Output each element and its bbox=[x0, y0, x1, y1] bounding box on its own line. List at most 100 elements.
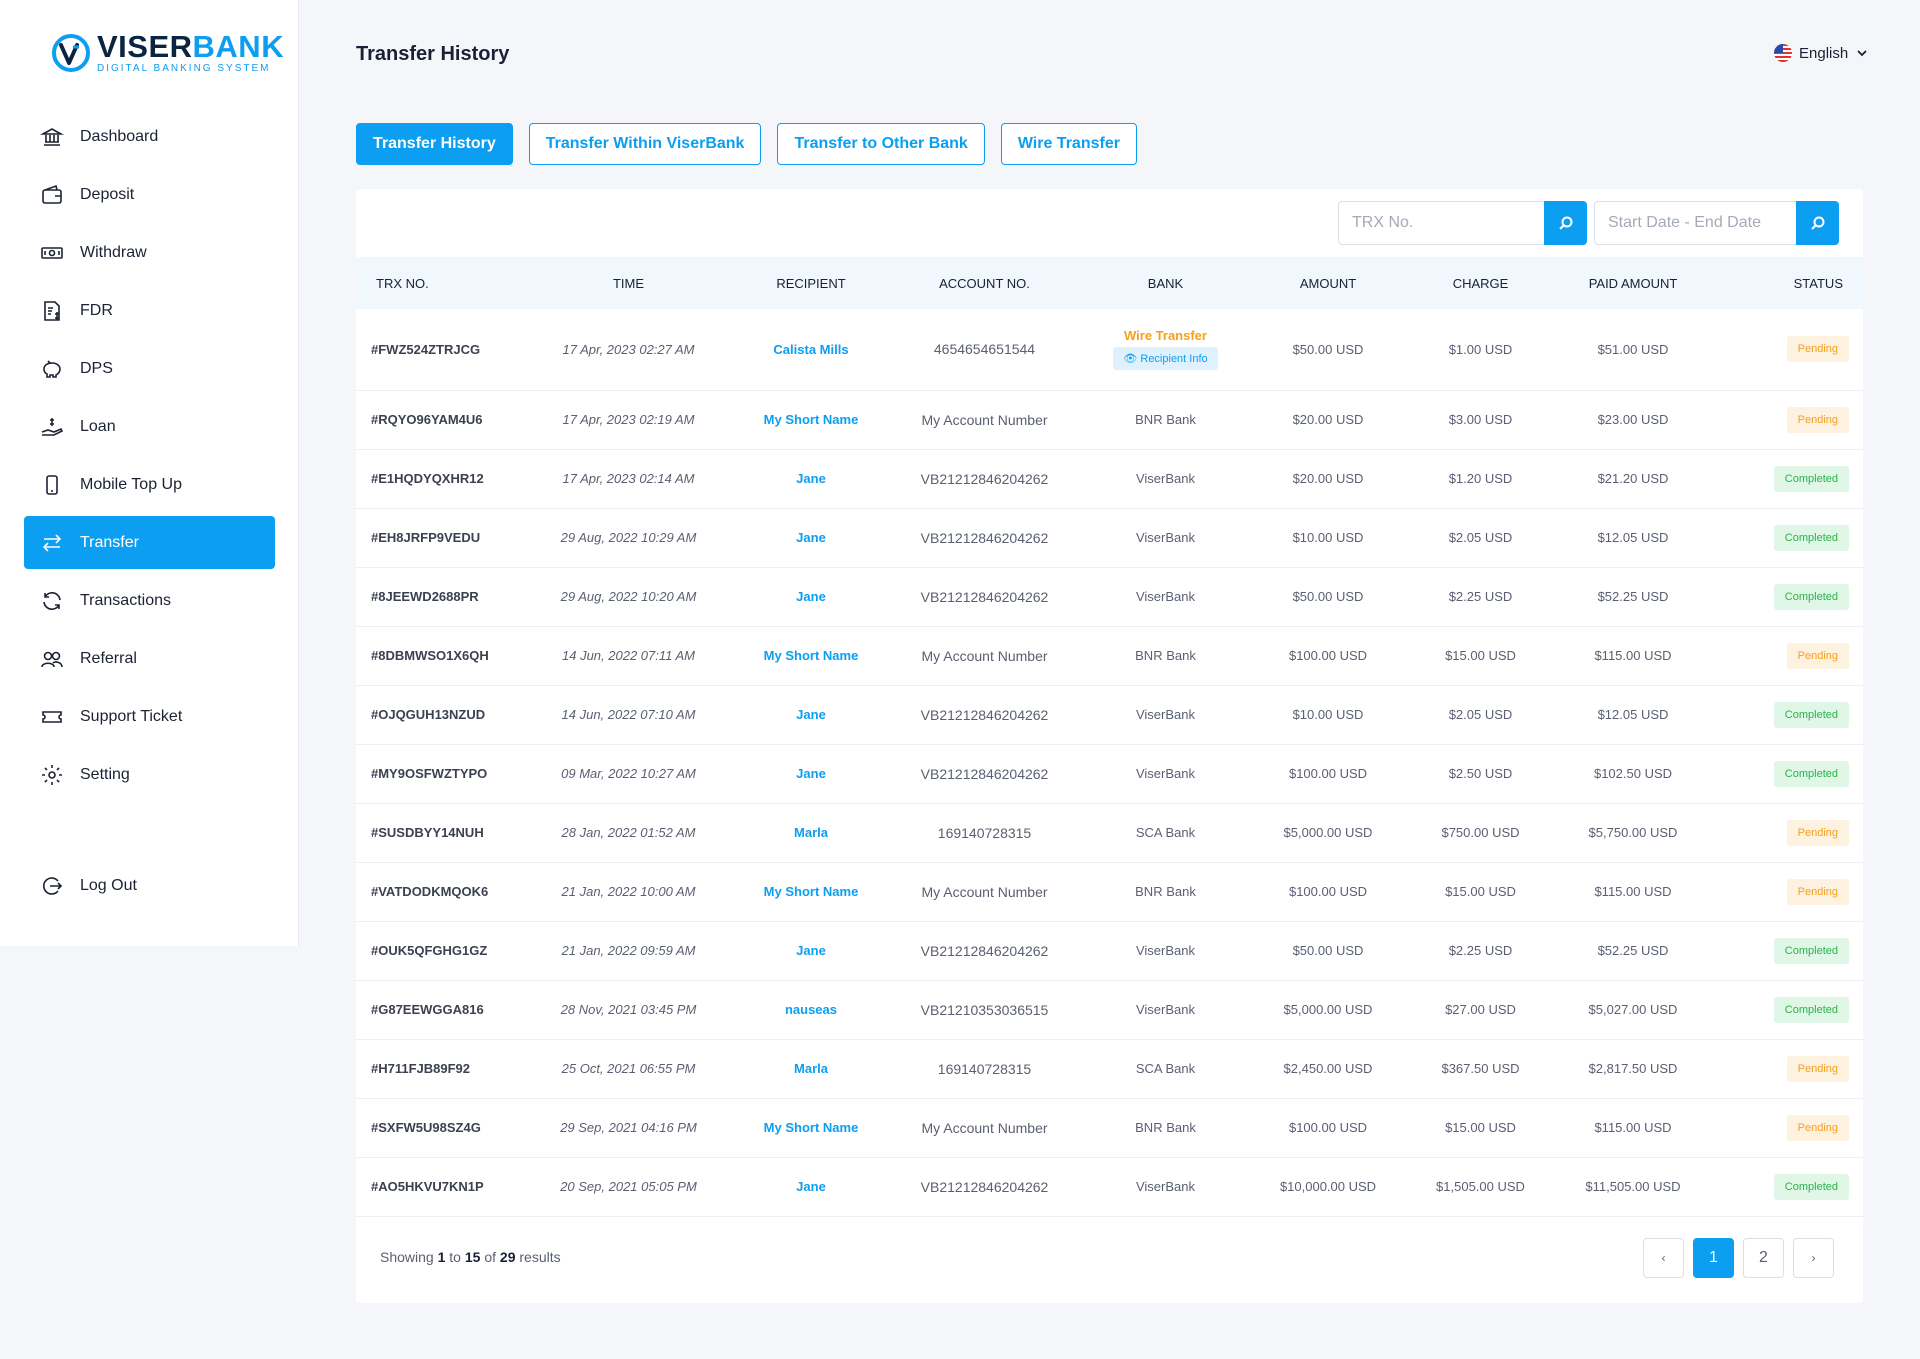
tab-transfer-within-viserbank[interactable]: Transfer Within ViserBank bbox=[528, 123, 762, 165]
table-row: #8JEEWD2688PR 29 Aug, 2022 10:20 AM Jane… bbox=[356, 567, 1863, 627]
recipient-name[interactable]: nauseas bbox=[721, 980, 901, 1040]
trx-search-button[interactable] bbox=[1544, 201, 1587, 245]
tab-wire-transfer[interactable]: Wire Transfer bbox=[1000, 123, 1137, 165]
transfer-time: 20 Sep, 2021 05:05 PM bbox=[536, 1157, 721, 1217]
transfer-time: 28 Jan, 2022 01:52 AM bbox=[536, 803, 721, 863]
paid-amount: $51.00 USD bbox=[1568, 309, 1698, 391]
charge: $15.00 USD bbox=[1393, 626, 1568, 686]
recipient-name[interactable]: Marla bbox=[721, 1039, 901, 1099]
tab-transfer-history[interactable]: Transfer History bbox=[356, 123, 513, 165]
recipient-name[interactable]: Calista Mills bbox=[721, 309, 901, 391]
sidebar-item-dashboard[interactable]: Dashboard bbox=[24, 110, 275, 163]
sidebar-item-support-ticket[interactable]: Support Ticket bbox=[24, 690, 275, 743]
table-row: #G87EEWGGA816 28 Nov, 2021 03:45 PM naus… bbox=[356, 980, 1863, 1040]
amount: $20.00 USD bbox=[1263, 390, 1393, 450]
account-number: VB21212846204262 bbox=[901, 1157, 1068, 1217]
charge: $15.00 USD bbox=[1393, 862, 1568, 922]
sidebar-item-label: Support Ticket bbox=[80, 707, 183, 725]
paid-amount: $12.05 USD bbox=[1568, 508, 1698, 568]
recipient-name[interactable]: My Short Name bbox=[721, 626, 901, 686]
recipient-name[interactable]: My Short Name bbox=[721, 1098, 901, 1158]
status-cell: Pending bbox=[1698, 862, 1863, 922]
recipient-name[interactable]: Jane bbox=[721, 1157, 901, 1217]
document-dollar-icon bbox=[44, 300, 60, 321]
logo[interactable]: VISERBANK DIGITAL BANKING SYSTEM bbox=[51, 31, 284, 74]
cash-icon bbox=[41, 246, 63, 259]
trx-number: #OUK5QFGHG1GZ bbox=[356, 921, 536, 981]
charge: $2.05 USD bbox=[1393, 685, 1568, 745]
sidebar-item-transactions[interactable]: Transactions bbox=[24, 574, 275, 627]
piggy-bank-icon bbox=[43, 359, 61, 378]
amount: $100.00 USD bbox=[1263, 626, 1393, 686]
recipient-name[interactable]: Jane bbox=[721, 449, 901, 509]
search-icon bbox=[1810, 216, 1824, 230]
amount: $100.00 USD bbox=[1263, 862, 1393, 922]
recipient-name[interactable]: My Short Name bbox=[721, 862, 901, 922]
next-page-button[interactable]: › bbox=[1793, 1238, 1834, 1278]
recipient-name[interactable]: Jane bbox=[721, 744, 901, 804]
date-range-input[interactable] bbox=[1594, 201, 1796, 245]
paid-amount: $23.00 USD bbox=[1568, 390, 1698, 450]
recipient-name[interactable]: Jane bbox=[721, 685, 901, 745]
transfer-time: 25 Oct, 2021 06:55 PM bbox=[536, 1039, 721, 1099]
recipient-name[interactable]: Jane bbox=[721, 921, 901, 981]
transfer-arrows-icon bbox=[42, 533, 62, 552]
recipient-name[interactable]: Jane bbox=[721, 508, 901, 568]
language-selector[interactable]: English bbox=[1774, 44, 1868, 62]
status-badge: Pending bbox=[1786, 1055, 1849, 1082]
transfer-time: 29 Sep, 2021 04:16 PM bbox=[536, 1098, 721, 1158]
table-row: #OJQGUH13NZUD 14 Jun, 2022 07:10 AM Jane… bbox=[356, 685, 1863, 745]
page-2-button[interactable]: 2 bbox=[1743, 1238, 1784, 1278]
bank-name: BNR Bank bbox=[1068, 390, 1263, 450]
sidebar-item-label: DPS bbox=[80, 359, 113, 377]
sidebar-item-label: Loan bbox=[80, 417, 116, 435]
status-badge: Completed bbox=[1773, 701, 1849, 728]
status-badge: Pending bbox=[1786, 406, 1849, 433]
sidebar-item-logout[interactable]: Log Out bbox=[24, 859, 275, 912]
date-search-button[interactable] bbox=[1796, 201, 1839, 245]
sidebar-item-setting[interactable]: Setting bbox=[24, 748, 275, 801]
status-cell: Pending bbox=[1698, 1039, 1863, 1099]
status-badge: Pending bbox=[1786, 336, 1849, 363]
amount: $10,000.00 USD bbox=[1263, 1157, 1393, 1217]
amount: $20.00 USD bbox=[1263, 449, 1393, 509]
status-cell: Pending bbox=[1698, 626, 1863, 686]
sidebar-item-loan[interactable]: Loan bbox=[24, 400, 275, 453]
sidebar-item-deposit[interactable]: Deposit bbox=[24, 168, 275, 221]
tab-transfer-to-other-bank[interactable]: Transfer to Other Bank bbox=[777, 123, 985, 165]
paid-amount: $115.00 USD bbox=[1568, 1098, 1698, 1158]
transfer-time: 09 Mar, 2022 10:27 AM bbox=[536, 744, 721, 804]
sidebar-item-dps[interactable]: DPS bbox=[24, 342, 275, 395]
charge: $2.50 USD bbox=[1393, 744, 1568, 804]
account-number: My Account Number bbox=[901, 862, 1068, 922]
status-badge: Completed bbox=[1773, 465, 1849, 492]
status-badge: Pending bbox=[1786, 819, 1849, 846]
transfer-table: TRX No. Time Recipient Account No. Bank … bbox=[356, 257, 1863, 1217]
bank-name: SCA Bank bbox=[1068, 803, 1263, 863]
bank-name: ViserBank bbox=[1068, 508, 1263, 568]
status-cell: Completed bbox=[1698, 1157, 1863, 1217]
trx-number: #VATDODKMQOK6 bbox=[356, 862, 536, 922]
previous-page-button[interactable]: ‹ bbox=[1643, 1238, 1684, 1278]
recipient-name[interactable]: My Short Name bbox=[721, 390, 901, 450]
sidebar-item-referral[interactable]: Referral bbox=[24, 632, 275, 685]
sidebar-item-transfer[interactable]: Transfer bbox=[24, 516, 275, 569]
sidebar-item-mobile-top-up[interactable]: Mobile Top Up bbox=[24, 458, 275, 511]
recipient-name[interactable]: Marla bbox=[721, 803, 901, 863]
sidebar-item-fdr[interactable]: FDR bbox=[24, 284, 275, 337]
charge: $2.05 USD bbox=[1393, 508, 1568, 568]
paid-amount: $2,817.50 USD bbox=[1568, 1039, 1698, 1099]
transfer-time: 14 Jun, 2022 07:10 AM bbox=[536, 685, 721, 745]
amount: $10.00 USD bbox=[1263, 508, 1393, 568]
trx-search-input[interactable] bbox=[1338, 201, 1544, 245]
amount: $5,000.00 USD bbox=[1263, 980, 1393, 1040]
table-row: #SUSDBYY14NUH 28 Jan, 2022 01:52 AM Marl… bbox=[356, 803, 1863, 863]
ticket-icon bbox=[42, 710, 62, 723]
transfer-time: 29 Aug, 2022 10:20 AM bbox=[536, 567, 721, 627]
recipient-info-button[interactable]: 👁 Recipient Info bbox=[1113, 347, 1218, 371]
table-row: #SXFW5U98SZ4G 29 Sep, 2021 04:16 PM My S… bbox=[356, 1098, 1863, 1158]
sidebar-item-withdraw[interactable]: Withdraw bbox=[24, 226, 275, 279]
page-1-button[interactable]: 1 bbox=[1693, 1238, 1734, 1278]
hand-coin-icon bbox=[41, 417, 64, 436]
recipient-name[interactable]: Jane bbox=[721, 567, 901, 627]
